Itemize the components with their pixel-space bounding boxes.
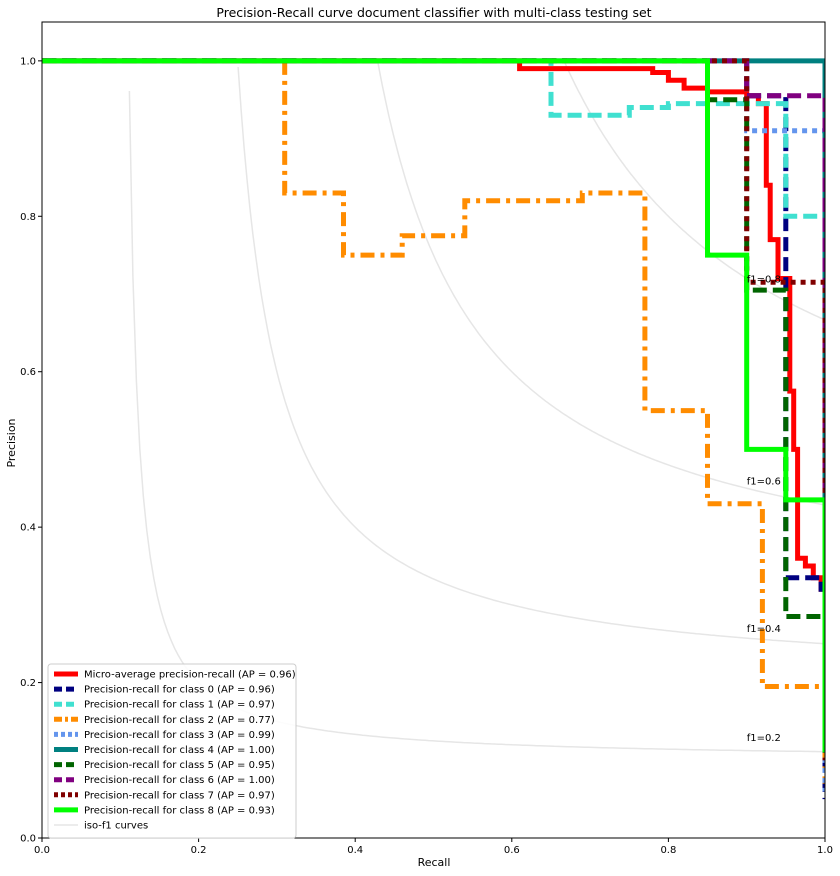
y-tick-label: 0.2 [20,678,36,689]
y-axis-ticks: 0.0 0.2 0.4 0.6 0.8 1.0 [20,56,42,845]
y-axis-label: Precision [5,418,18,467]
iso-f1-label: f1=0.6 [747,477,781,488]
iso-f1-curve [128,90,825,753]
chart-title: Precision-Recall curve document classifi… [216,5,651,20]
y-tick-label: 0.8 [20,212,36,223]
x-tick-label: 0.2 [191,845,207,856]
legend: Micro-average precision-recall (AP = 0.9… [47,663,297,839]
series-line-9 [42,58,825,753]
y-tick-label: 1.0 [20,56,36,67]
plot-frame [41,21,826,839]
iso-f1-curve [377,62,825,506]
series-line-3 [282,60,825,784]
series-line-0 [42,58,825,745]
legend-entry: Micro-average precision-recall (AP = 0.9… [84,670,296,681]
iso-f1-label: f1=0.4 [747,624,781,635]
x-tick-label: 0.8 [660,845,676,856]
legend-entry: iso-f1 curves [84,821,148,832]
iso-f1-curve [563,61,825,321]
iso-f1-labels: f1=0.2 f1=0.4 f1=0.6 f1=0.8 [747,274,781,744]
x-tick-label: 0.6 [504,845,520,856]
legend-entry: Precision-recall for class 5 (AP = 0.95) [84,760,275,771]
legend-entry: Precision-recall for class 4 (AP = 1.00) [84,745,275,756]
iso-f1-label: f1=0.2 [747,733,781,744]
x-axis-ticks: 0.0 0.2 0.4 0.6 0.8 1.0 [34,838,833,856]
x-tick-label: 0.0 [34,845,50,856]
series-lines [42,58,825,800]
x-tick-label: 1.0 [817,845,833,856]
series-line-2 [42,58,825,761]
legend-entry: Precision-recall for class 6 (AP = 1.00) [84,775,275,786]
legend-entry: Precision-recall for class 1 (AP = 0.97) [84,700,275,711]
legend-entry: Precision-recall for class 2 (AP = 0.77) [84,715,275,726]
legend-entry: Precision-recall for class 3 (AP = 0.99) [84,730,275,741]
iso-f1-curve [237,66,825,645]
iso-f1-label: f1=0.8 [747,274,781,285]
y-tick-label: 0.6 [20,367,36,378]
legend-box [47,663,297,839]
x-tick-label: 0.4 [347,845,363,856]
iso-f1-curves [128,61,825,753]
y-tick-label: 0.0 [20,834,36,845]
legend-entry: Precision-recall for class 8 (AP = 0.93) [84,805,275,816]
legend-entry: Precision-recall for class 0 (AP = 0.96) [84,685,275,696]
y-tick-label: 0.4 [20,523,36,534]
legend-entry: Precision-recall for class 7 (AP = 0.97) [84,790,275,801]
x-axis-label: Recall [418,856,451,869]
